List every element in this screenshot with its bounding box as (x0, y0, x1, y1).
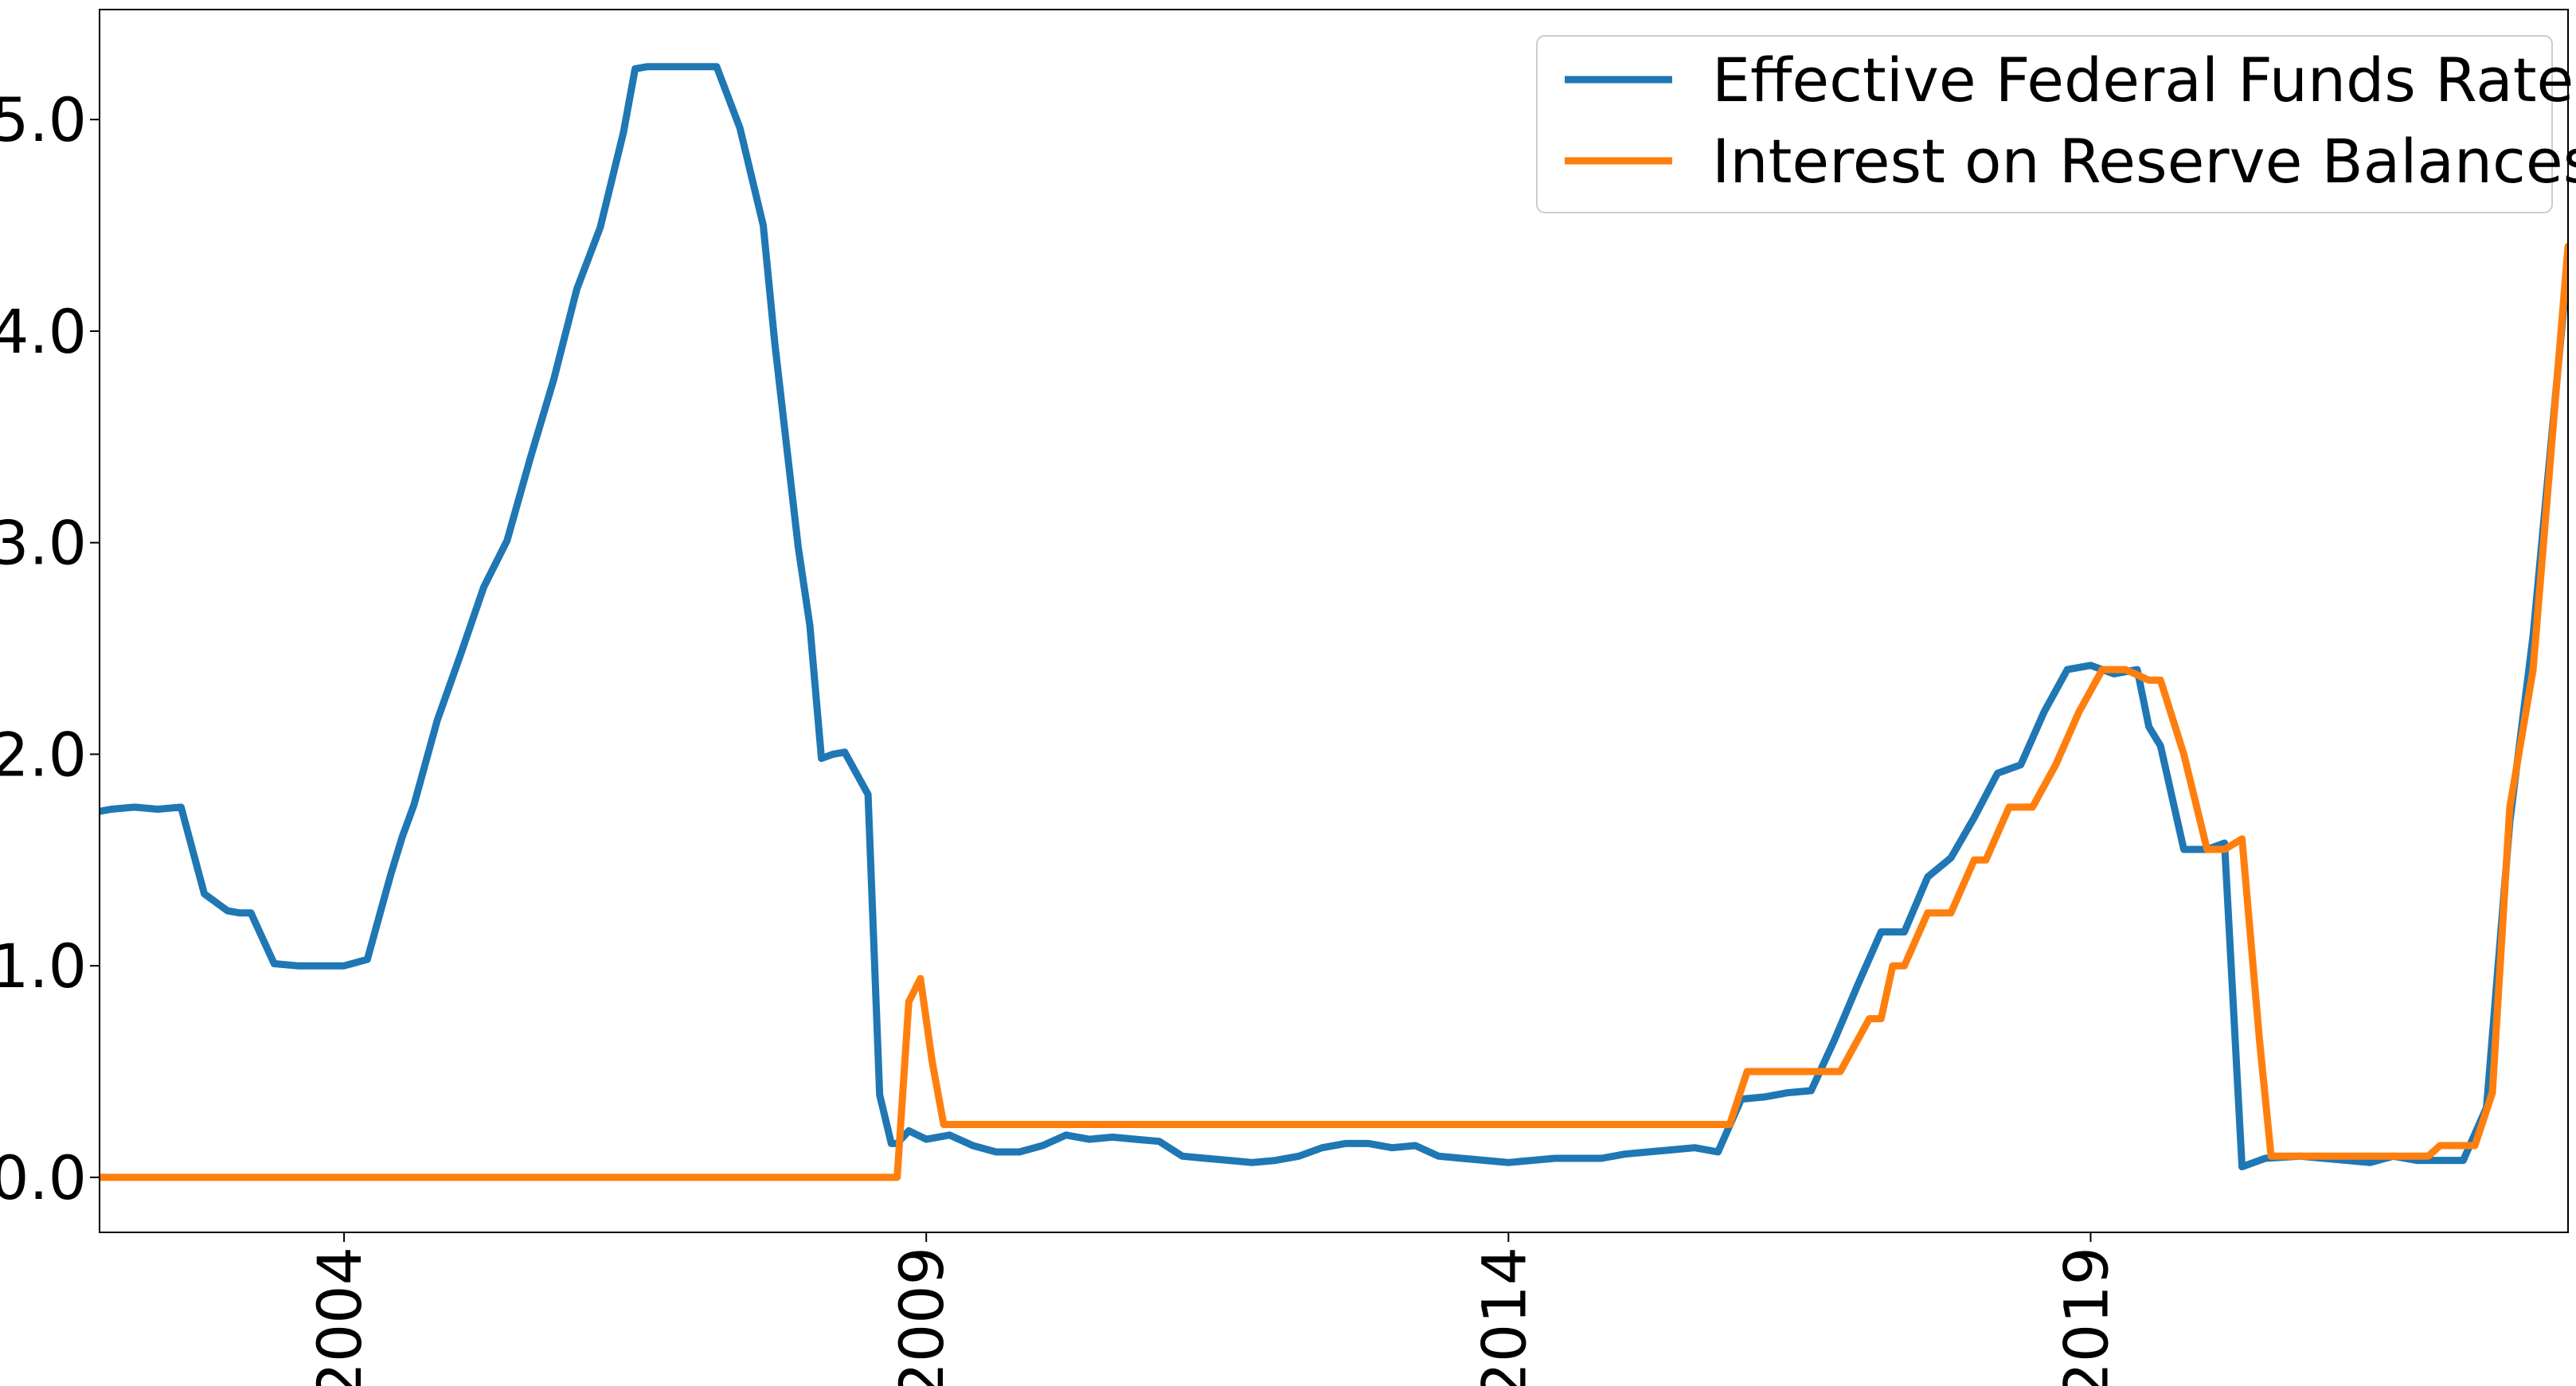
x-tick-label-1: 2009 (886, 1247, 957, 1386)
y-tick-label-5: 5.0 (0, 84, 87, 155)
series-line-0 (100, 67, 2568, 1167)
series-line-1 (100, 247, 2568, 1177)
y-tick-label-3: 3.0 (0, 508, 87, 579)
y-tick-label-1: 1.0 (0, 931, 87, 1001)
y-tick-label-0: 0.0 (0, 1142, 87, 1213)
x-tick-label-2: 2014 (1468, 1247, 1539, 1386)
legend-label-1: Interest on Reserve Balances (1712, 126, 2576, 197)
y-tick-label-4: 4.0 (0, 296, 87, 367)
legend-label-0: Effective Federal Funds Rate (1712, 45, 2574, 115)
x-tick-label-0: 2004 (304, 1247, 375, 1386)
x-tick-label-3: 2019 (2050, 1247, 2121, 1386)
ticks-layer: 0.0 1.0 2.0 3.0 4.0 5.0 2004 2009 2014 2019 (0, 84, 2121, 1386)
legend: Effective Federal Funds Rate Interest on … (1537, 36, 2576, 213)
y-tick-label-2: 2.0 (0, 719, 87, 790)
series-layer (100, 67, 2568, 1177)
